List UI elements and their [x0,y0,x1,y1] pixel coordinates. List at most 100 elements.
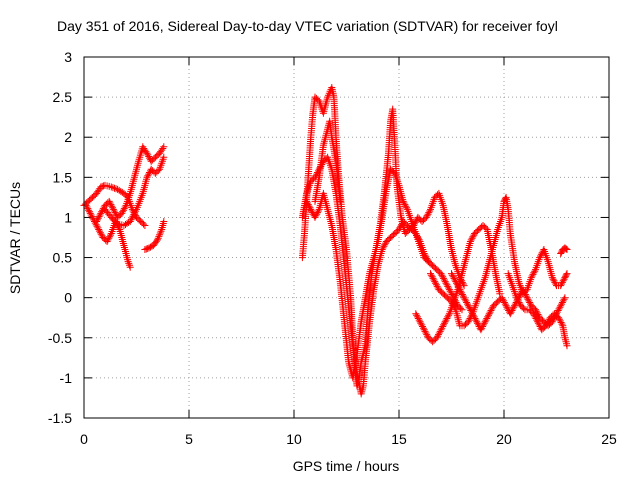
data-point [515,299,523,306]
y-tick-label: 2.5 [53,89,73,105]
data-point [555,305,563,313]
data-point [529,310,537,318]
data-point [417,319,425,327]
data-point [457,287,465,295]
data-point [306,204,314,212]
data-point [448,271,456,279]
data-point [107,231,114,239]
data-point [556,317,564,325]
data-point [423,331,431,339]
y-tick-label: 3 [64,49,72,65]
data-point [535,321,543,329]
data-point [477,326,485,334]
data-point [501,300,509,308]
data-point [413,311,421,319]
data-point [432,281,440,289]
y-axis-label: SDTVAR / TECUs [7,182,23,294]
data-point [156,231,164,239]
data-point [484,313,492,321]
data-point [478,324,486,332]
data-point [416,318,424,326]
data-point [414,315,422,322]
data-point [519,286,527,294]
data-point [551,278,559,286]
data-point [530,269,538,277]
data-point [453,279,460,287]
data-point [119,208,127,216]
data-point [453,281,461,289]
data-point [557,282,565,290]
data-point [432,279,439,287]
data-point [105,234,113,242]
data-point [118,209,126,217]
data-point [448,270,455,278]
data-point [380,242,388,250]
data-point [471,315,479,322]
data-point [112,185,120,193]
data-point [534,319,542,327]
data-point [503,303,511,311]
data-point [86,208,93,216]
data-point [482,316,490,324]
data-point [438,271,446,279]
data-point [532,315,540,322]
data-point [399,197,407,205]
data-point [381,241,389,249]
data-point [144,151,152,159]
data-point [109,205,117,213]
data-point [107,201,115,209]
data-point [563,342,571,350]
data-point [111,209,119,217]
data-point [456,286,464,294]
data-point [160,143,168,151]
data-point [467,236,475,244]
data-point [459,292,467,300]
data-point [401,201,409,209]
data-point [527,274,535,282]
data-point [462,297,470,305]
data-point [485,310,493,318]
x-tick-label: 10 [286,431,302,447]
data-point [558,299,566,306]
data-point [431,278,439,286]
data-point [308,207,316,215]
data-point [121,203,129,211]
data-point [437,326,445,334]
data-point [524,295,532,303]
data-point [460,294,468,302]
y-tick-label: 0 [64,290,72,306]
data-point [400,199,408,207]
data-point [145,170,153,178]
x-tick-label: 20 [496,431,512,447]
data-point [443,315,451,322]
data-point [418,321,426,329]
data-point [531,313,539,321]
data-point [510,303,518,311]
data-point [419,324,427,332]
data-point [483,315,491,322]
data-point [314,207,322,215]
data-point [451,276,459,284]
data-point [464,302,472,310]
data-point [144,172,152,180]
data-point [103,238,111,245]
data-point [414,313,421,321]
data-point [88,213,96,221]
data-point [557,319,565,326]
data-point [508,307,516,314]
data-point [562,245,570,253]
data-point [421,327,429,335]
data-point [488,305,496,313]
data-point [395,226,403,233]
data-point [120,205,128,213]
data-point [93,216,101,224]
data-point [422,329,430,337]
data-point [429,274,437,282]
data-point [85,206,93,214]
data-point [468,308,476,316]
data-point [445,284,453,292]
data-point [500,297,508,305]
data-point [439,273,447,281]
data-point [428,273,436,281]
data-point [155,232,163,240]
